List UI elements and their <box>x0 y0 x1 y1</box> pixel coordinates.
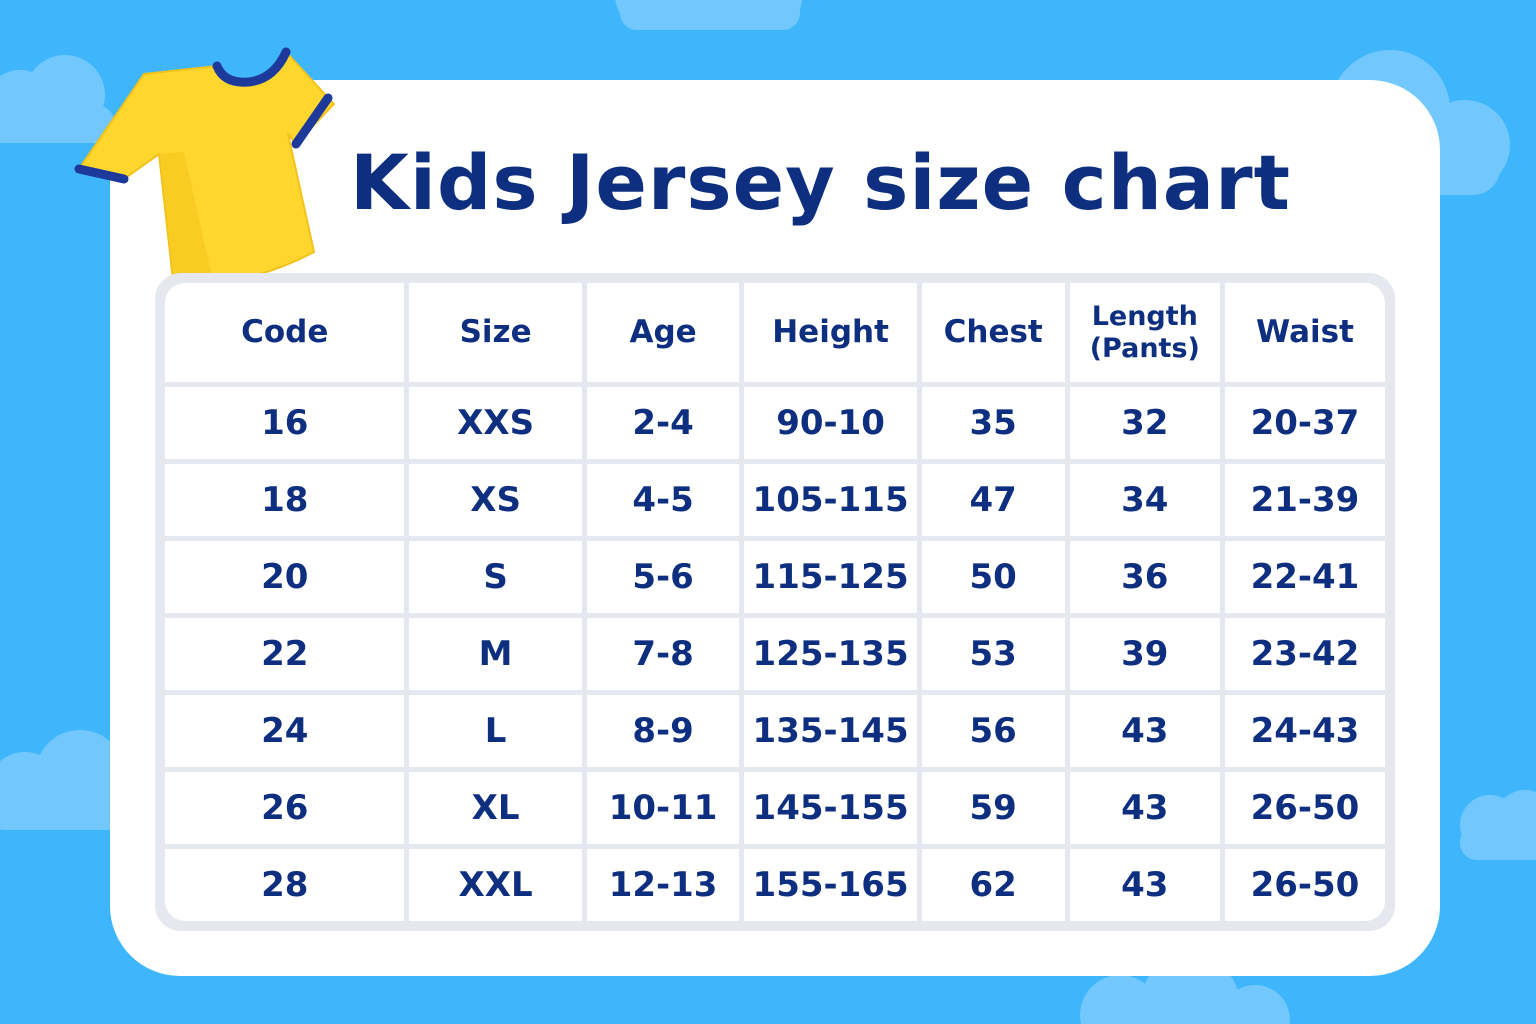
cell-chest: 56 <box>921 695 1065 767</box>
cell-age: 5-6 <box>586 541 740 613</box>
size-table-container: Code Size Age Height Chest Length (Pants… <box>155 273 1395 931</box>
cell-size: XXS <box>409 387 582 459</box>
cell-code: 26 <box>165 772 405 844</box>
header-waist: Waist <box>1224 283 1385 382</box>
cell-size: M <box>409 618 582 690</box>
cell-length: 32 <box>1069 387 1220 459</box>
cloud-decoration <box>615 0 802 30</box>
cell-height: 155-165 <box>744 849 917 921</box>
table-row: 24 L 8-9 135-145 56 43 24-43 <box>165 695 1385 767</box>
cell-waist: 21-39 <box>1224 464 1385 536</box>
cell-code: 20 <box>165 541 405 613</box>
cell-code: 22 <box>165 618 405 690</box>
cell-waist: 24-43 <box>1224 695 1385 767</box>
cell-length: 43 <box>1069 695 1220 767</box>
yellow-tshirt-icon <box>74 47 335 290</box>
cloud-decoration <box>0 55 115 143</box>
table-header-row: Code Size Age Height Chest Length (Pants… <box>165 283 1385 382</box>
size-table: Code Size Age Height Chest Length (Pants… <box>160 278 1390 926</box>
table-row: 26 XL 10-11 145-155 59 43 26-50 <box>165 772 1385 844</box>
page-title: Kids Jersey size chart <box>350 138 1291 227</box>
cell-code: 16 <box>165 387 405 459</box>
header-code: Code <box>165 283 405 382</box>
cell-height: 125-135 <box>744 618 917 690</box>
cell-length: 39 <box>1069 618 1220 690</box>
cell-size: XL <box>409 772 582 844</box>
cell-age: 4-5 <box>586 464 740 536</box>
cell-size: XXL <box>409 849 582 921</box>
cell-age: 12-13 <box>586 849 740 921</box>
cell-length: 36 <box>1069 541 1220 613</box>
table-row: 16 XXS 2-4 90-10 35 32 20-37 <box>165 387 1385 459</box>
cell-height: 90-10 <box>744 387 917 459</box>
cell-age: 10-11 <box>586 772 740 844</box>
cell-waist: 20-37 <box>1224 387 1385 459</box>
cell-chest: 35 <box>921 387 1065 459</box>
cell-length: 43 <box>1069 849 1220 921</box>
cell-chest: 62 <box>921 849 1065 921</box>
cell-chest: 53 <box>921 618 1065 690</box>
cell-waist: 22-41 <box>1224 541 1385 613</box>
cell-age: 8-9 <box>586 695 740 767</box>
cell-chest: 47 <box>921 464 1065 536</box>
cell-waist: 26-50 <box>1224 849 1385 921</box>
cell-age: 2-4 <box>586 387 740 459</box>
cell-height: 115-125 <box>744 541 917 613</box>
cell-chest: 50 <box>921 541 1065 613</box>
header-chest: Chest <box>921 283 1065 382</box>
header-age: Age <box>586 283 740 382</box>
cloud-decoration <box>1460 790 1536 860</box>
cell-height: 105-115 <box>744 464 917 536</box>
cell-waist: 26-50 <box>1224 772 1385 844</box>
cell-code: 24 <box>165 695 405 767</box>
cell-age: 7-8 <box>586 618 740 690</box>
table-row: 28 XXL 12-13 155-165 62 43 26-50 <box>165 849 1385 921</box>
header-height: Height <box>744 283 917 382</box>
cell-waist: 23-42 <box>1224 618 1385 690</box>
header-size: Size <box>409 283 582 382</box>
cell-height: 135-145 <box>744 695 917 767</box>
header-length-line2: (Pants) <box>1089 332 1200 364</box>
cloud-decoration <box>1080 960 1290 1024</box>
cell-length: 34 <box>1069 464 1220 536</box>
table-row: 20 S 5-6 115-125 50 36 22-41 <box>165 541 1385 613</box>
cell-size: L <box>409 695 582 767</box>
table-row: 22 M 7-8 125-135 53 39 23-42 <box>165 618 1385 690</box>
cell-height: 145-155 <box>744 772 917 844</box>
header-length-pants: Length (Pants) <box>1069 283 1220 382</box>
header-length-line1: Length <box>1091 301 1198 333</box>
cell-code: 28 <box>165 849 405 921</box>
table-row: 18 XS 4-5 105-115 47 34 21-39 <box>165 464 1385 536</box>
cell-code: 18 <box>165 464 405 536</box>
cell-chest: 59 <box>921 772 1065 844</box>
cell-length: 43 <box>1069 772 1220 844</box>
cloud-decoration <box>0 730 135 830</box>
cell-size: XS <box>409 464 582 536</box>
cell-size: S <box>409 541 582 613</box>
table-body: 16 XXS 2-4 90-10 35 32 20-37 18 XS 4-5 105-115 47 34… <box>165 387 1385 921</box>
